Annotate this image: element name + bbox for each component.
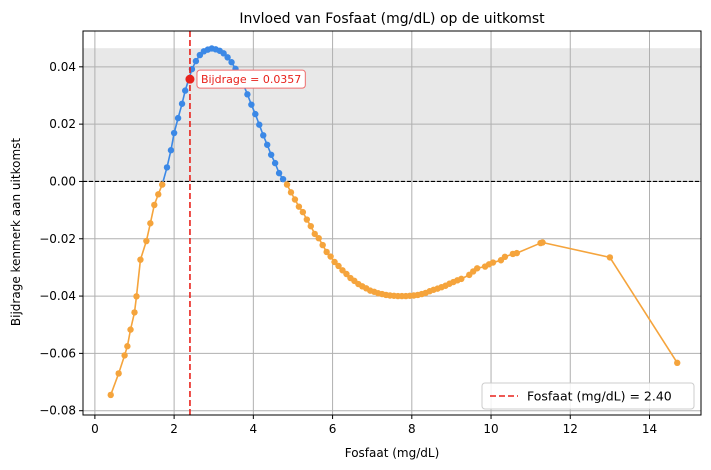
data-point xyxy=(319,241,326,249)
data-point xyxy=(299,208,307,216)
data-point xyxy=(182,87,189,94)
data-point xyxy=(220,50,227,57)
data-point xyxy=(252,110,259,118)
data-point xyxy=(323,248,330,256)
data-point xyxy=(489,259,497,266)
data-point xyxy=(260,132,267,139)
x-tick-label: 2 xyxy=(170,422,178,436)
annotation-box-frame xyxy=(196,69,306,89)
series-segment xyxy=(139,240,148,260)
y-tick-label: −0.02 xyxy=(39,232,76,246)
data-point xyxy=(513,249,520,257)
y-tick-label: −0.04 xyxy=(39,289,76,303)
data-point xyxy=(192,57,200,65)
data-point xyxy=(159,181,166,188)
data-point xyxy=(501,253,509,261)
data-point xyxy=(151,201,158,209)
data-point xyxy=(458,275,465,283)
y-axis: −0.08 −0.06 −0.04 −0.02 0.00 0.02 0.04 xyxy=(39,60,83,418)
data-point xyxy=(178,100,186,107)
y-tick-label: −0.08 xyxy=(39,404,76,418)
data-point xyxy=(283,181,291,188)
data-point xyxy=(539,239,546,246)
data-point xyxy=(279,175,287,183)
series-segment xyxy=(516,242,541,254)
plot-frame xyxy=(82,30,702,416)
data-point xyxy=(131,309,138,316)
y-tick-label: −0.06 xyxy=(39,346,76,360)
data-point xyxy=(327,253,334,260)
data-point xyxy=(271,159,279,167)
shaded-band xyxy=(83,48,701,182)
data-point xyxy=(163,164,171,171)
plot-area: Bijdrage = 0.0357 xyxy=(82,30,702,416)
data-point xyxy=(170,129,178,137)
data-point xyxy=(137,256,144,263)
data-point xyxy=(315,234,322,242)
data-point xyxy=(224,54,231,61)
data-point xyxy=(107,391,114,399)
x-axis: 0 2 4 6 8 10 12 14 xyxy=(91,415,657,436)
legend: Fosfaat (mg/dL) = 2.40 xyxy=(481,382,695,410)
data-point xyxy=(331,258,338,266)
data-point xyxy=(244,91,251,98)
data-point xyxy=(335,262,342,270)
data-point xyxy=(473,265,481,272)
x-tick-label: 12 xyxy=(563,422,578,436)
series-segment xyxy=(109,373,120,396)
data-point xyxy=(606,254,614,261)
data-point xyxy=(287,189,295,196)
data-point xyxy=(307,222,314,230)
annotation-text: Bijdrage = 0.0357 xyxy=(201,73,301,86)
data-point xyxy=(311,230,318,238)
data-point xyxy=(143,237,150,245)
data-point xyxy=(264,141,271,148)
data-point xyxy=(155,191,162,198)
data-point xyxy=(115,370,122,377)
data-point xyxy=(248,101,255,108)
x-tick-label: 4 xyxy=(250,422,258,436)
data-point xyxy=(295,203,303,210)
data-point xyxy=(267,151,275,158)
legend-label: Fosfaat (mg/dL) = 2.40 xyxy=(527,389,672,404)
y-axis-label: Bijdrage kenmerk aan uitkomst xyxy=(9,138,23,326)
x-tick-label: 0 xyxy=(91,422,99,436)
x-tick-label: 8 xyxy=(408,422,416,436)
data-point xyxy=(167,147,175,154)
data-point xyxy=(275,169,283,177)
x-tick-label: 14 xyxy=(642,422,657,436)
data-point xyxy=(127,326,134,333)
series-segment xyxy=(542,241,611,259)
data-point xyxy=(303,216,311,223)
series-segment xyxy=(135,259,142,297)
data-point xyxy=(121,352,128,359)
x-tick-label: 6 xyxy=(329,422,337,436)
series-segment xyxy=(609,256,678,364)
x-tick-label: 10 xyxy=(483,422,498,436)
y-tick-label: 0.00 xyxy=(49,174,76,188)
data-point xyxy=(343,270,350,278)
x-axis-label: Fosfaat (mg/dL) xyxy=(345,446,440,460)
data-point xyxy=(291,196,299,203)
data-point xyxy=(674,359,681,367)
annotation-box: Bijdrage = 0.0357 xyxy=(196,69,306,89)
data-point xyxy=(256,121,263,128)
data-point xyxy=(124,343,131,350)
data-point xyxy=(133,293,140,300)
y-tick-label: 0.02 xyxy=(49,117,76,131)
data-point xyxy=(228,59,235,66)
legend-box xyxy=(481,382,695,410)
chart-title: Invloed van Fosfaat (mg/dL) op de uitkom… xyxy=(239,11,545,27)
data-point xyxy=(147,220,154,227)
y-tick-label: 0.04 xyxy=(49,60,76,74)
data-point xyxy=(174,114,182,122)
annotation-point xyxy=(185,74,195,84)
